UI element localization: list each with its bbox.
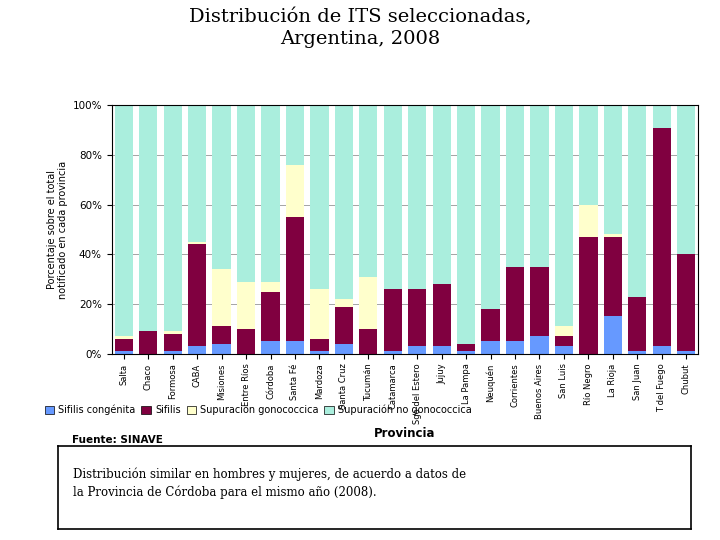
Bar <box>212 344 231 354</box>
Bar <box>139 332 158 354</box>
Bar <box>163 332 182 334</box>
Bar <box>628 296 647 351</box>
Bar <box>188 346 207 354</box>
Bar <box>384 351 402 354</box>
Bar <box>457 105 475 344</box>
Bar <box>603 316 622 354</box>
Bar <box>261 341 279 354</box>
Bar <box>628 105 647 296</box>
Bar <box>677 351 696 354</box>
Bar <box>652 346 671 354</box>
Bar <box>335 344 353 354</box>
Bar <box>261 282 279 292</box>
Bar <box>408 289 426 346</box>
Bar <box>433 105 451 284</box>
Bar <box>603 234 622 237</box>
Bar <box>554 336 573 346</box>
Y-axis label: Porcentaje sobre el total
notificado en cada provincia: Porcentaje sobre el total notificado en … <box>47 160 68 299</box>
Bar <box>310 105 328 289</box>
Bar <box>286 105 304 165</box>
Bar <box>531 105 549 267</box>
Bar <box>677 254 696 351</box>
Bar <box>237 105 256 282</box>
Bar <box>114 105 133 336</box>
Bar <box>433 284 451 346</box>
Bar <box>237 329 256 354</box>
Bar <box>628 351 647 354</box>
Bar <box>506 267 524 341</box>
Bar <box>237 282 256 329</box>
Bar <box>579 237 598 354</box>
Bar <box>652 105 671 127</box>
Bar <box>457 344 475 351</box>
Bar <box>286 341 304 354</box>
Bar <box>652 127 671 346</box>
X-axis label: Provincia: Provincia <box>374 427 436 440</box>
Bar <box>212 326 231 344</box>
Bar <box>261 105 279 282</box>
Bar <box>433 346 451 354</box>
Bar <box>212 269 231 326</box>
Bar <box>554 105 573 326</box>
Bar <box>482 105 500 309</box>
Bar <box>408 346 426 354</box>
Bar <box>335 299 353 307</box>
Bar <box>482 309 500 341</box>
Bar <box>554 326 573 336</box>
Bar <box>359 329 377 354</box>
Bar <box>408 105 426 289</box>
Text: Distribución similar en hombres y mujeres, de acuerdo a datos de
la Provincia de: Distribución similar en hombres y mujere… <box>73 467 467 500</box>
Bar <box>310 289 328 339</box>
Bar <box>335 307 353 344</box>
Bar <box>579 105 598 205</box>
Text: Fuente: SINAVE: Fuente: SINAVE <box>72 435 163 445</box>
Bar <box>188 105 207 242</box>
Bar <box>384 289 402 351</box>
Bar <box>286 165 304 217</box>
Bar <box>114 339 133 351</box>
Bar <box>579 205 598 237</box>
Bar <box>359 276 377 329</box>
Bar <box>139 105 158 332</box>
Bar <box>506 341 524 354</box>
Bar <box>531 267 549 336</box>
Bar <box>531 336 549 354</box>
Bar <box>163 334 182 351</box>
Bar <box>384 105 402 289</box>
Bar <box>212 105 231 269</box>
Bar <box>114 336 133 339</box>
Bar <box>457 351 475 354</box>
Bar <box>188 245 207 346</box>
Bar <box>677 105 696 254</box>
Bar <box>163 351 182 354</box>
Bar <box>286 217 304 341</box>
Bar <box>114 351 133 354</box>
Bar <box>310 339 328 351</box>
Bar <box>554 346 573 354</box>
Bar <box>482 341 500 354</box>
Bar <box>603 237 622 316</box>
Bar <box>359 105 377 276</box>
Bar <box>163 105 182 332</box>
Legend: Sifilis congénita, Sifilis, Supuracion gonococcica, Supuración no gonococcica: Sifilis congénita, Sifilis, Supuracion g… <box>41 401 476 419</box>
Bar <box>506 105 524 267</box>
Bar <box>188 242 207 245</box>
Bar <box>261 292 279 341</box>
Text: Distribución de ITS seleccionadas,
Argentina, 2008: Distribución de ITS seleccionadas, Argen… <box>189 8 531 49</box>
Bar <box>335 105 353 299</box>
Bar <box>310 351 328 354</box>
Bar <box>603 105 622 234</box>
